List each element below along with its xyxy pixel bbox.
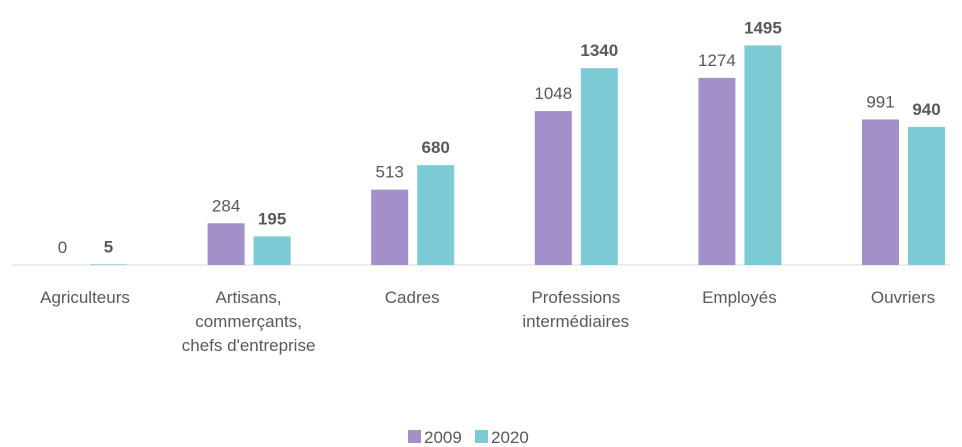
bar (862, 119, 899, 266)
bar (90, 264, 127, 265)
data-label: 991 (866, 92, 894, 111)
data-label: 513 (376, 163, 404, 182)
x-tick-label: Ouvriers (870, 288, 936, 307)
x-tick-label: Cadres (384, 288, 440, 307)
x-tick-label: Agriculteurs (40, 288, 130, 307)
data-label: 680 (422, 138, 450, 157)
bar (534, 111, 572, 265)
x-tick-label: Employés (702, 288, 777, 307)
legend-label: 2020 (491, 428, 529, 447)
legend-swatch (408, 430, 421, 443)
bar (698, 77, 736, 265)
bar (744, 45, 782, 265)
legend-swatch (475, 430, 488, 443)
data-label: 0 (58, 238, 67, 257)
data-label: 940 (912, 100, 940, 119)
bar (253, 236, 291, 265)
data-label: 1340 (580, 41, 618, 60)
data-label: 284 (212, 196, 240, 215)
data-label: 195 (258, 209, 286, 228)
x-tick-label: Professions intermédiaires (522, 288, 630, 331)
data-label: 1048 (534, 84, 572, 103)
data-label: 1274 (698, 51, 736, 70)
data-label: 1495 (744, 18, 782, 37)
data-label: 5 (104, 237, 113, 256)
legend-label: 2009 (424, 428, 462, 447)
bar (371, 189, 409, 265)
bar (207, 223, 245, 265)
x-tick-label: Artisans, commerçants, chefs d'entrepris… (181, 288, 316, 355)
bar (908, 126, 945, 265)
bar (580, 68, 618, 265)
bar (417, 165, 455, 265)
